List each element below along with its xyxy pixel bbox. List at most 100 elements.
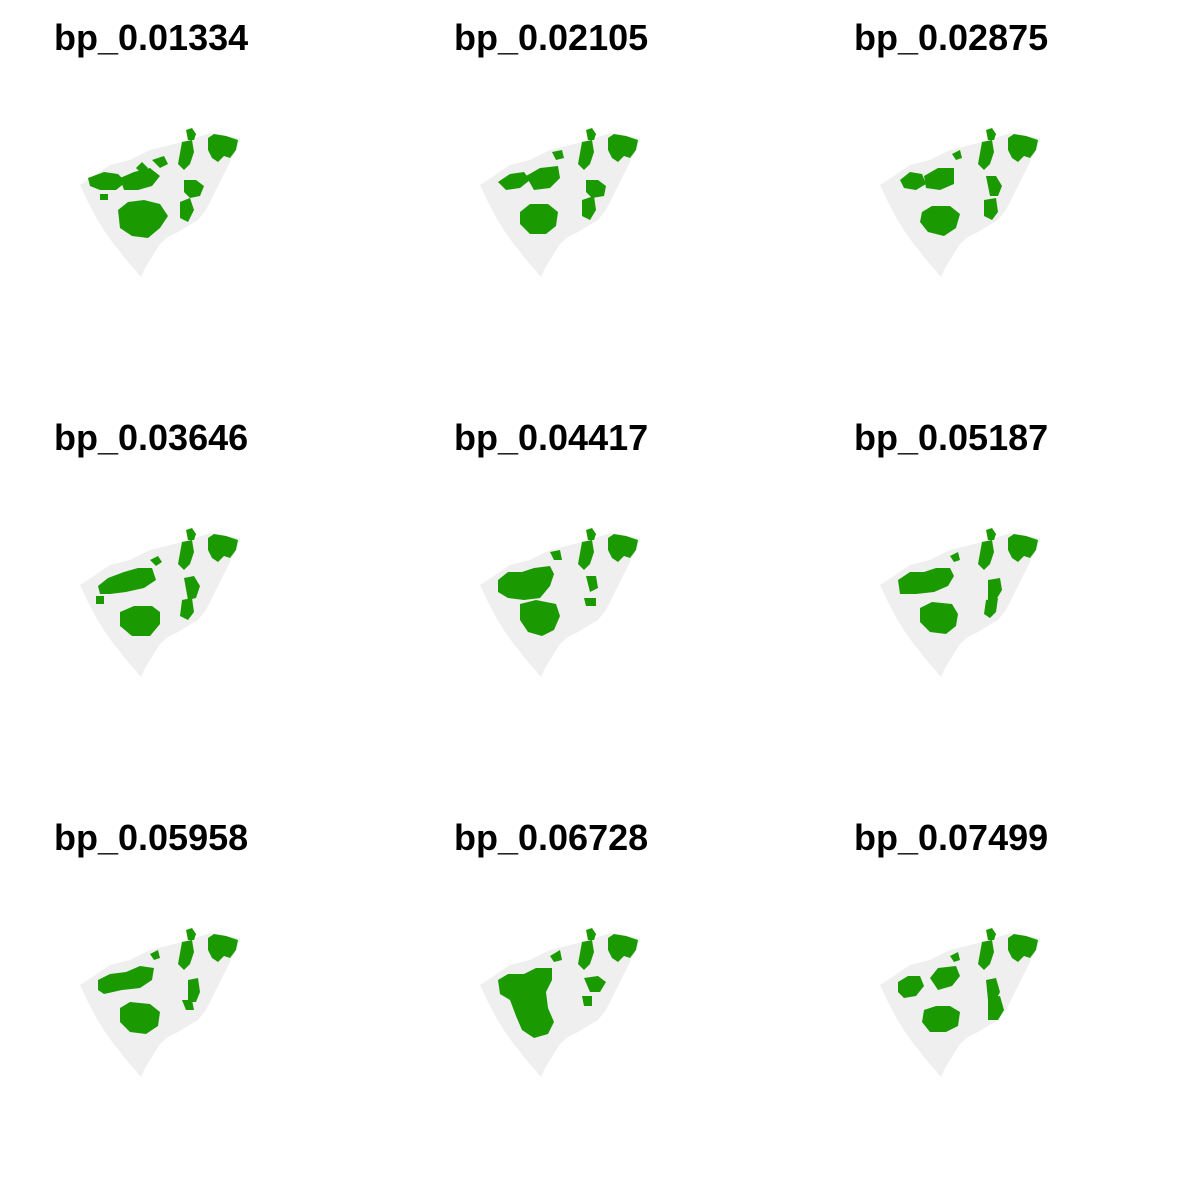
- habitat-patch: [180, 198, 194, 222]
- habitat-patch: [150, 950, 160, 960]
- habitat-patch: [178, 940, 194, 970]
- habitat-patch: [186, 928, 196, 940]
- habitat-patch: [930, 966, 960, 990]
- habitat-patch: [608, 934, 638, 962]
- panel-title: bp_0.04417: [454, 417, 649, 458]
- habitat-patch: [924, 168, 954, 190]
- habitat-patch: [136, 162, 148, 174]
- habitat-patch: [208, 534, 238, 562]
- study-region: [480, 533, 640, 677]
- map-plot: [80, 128, 240, 277]
- habitat-patches: [498, 128, 638, 234]
- map-panel: bp_0.07499: [800, 800, 1200, 1200]
- study-region: [80, 933, 240, 1077]
- habitat-patch: [100, 194, 108, 200]
- map-panel: bp_0.04417: [400, 400, 800, 800]
- habitat-patch: [988, 578, 1002, 600]
- habitat-patch: [98, 966, 154, 994]
- habitat-patch: [188, 978, 200, 1002]
- panel-title: bp_0.05958: [54, 817, 249, 858]
- map-plot: [480, 128, 640, 277]
- habitat-patch: [498, 566, 554, 600]
- panel-title: bp_0.02875: [854, 17, 1049, 58]
- habitat-patch: [586, 180, 606, 198]
- map-panel: bp_0.05958: [0, 800, 400, 1200]
- study-region: [480, 133, 640, 277]
- habitat-patch: [586, 528, 596, 540]
- habitat-patch: [988, 996, 1004, 1020]
- habitat-patch: [578, 540, 594, 570]
- panel-title: bp_0.07499: [854, 817, 1049, 858]
- map-panel: bp_0.02105: [400, 0, 800, 400]
- habitat-patches: [498, 928, 638, 1038]
- habitat-patch: [178, 140, 194, 170]
- habitat-patch: [180, 598, 194, 620]
- habitat-patch: [582, 996, 592, 1006]
- habitat-patch: [986, 928, 996, 940]
- habitat-patch: [150, 556, 162, 566]
- habitat-patch: [178, 540, 194, 570]
- map-panel: bp_0.03646: [0, 400, 400, 800]
- habitat-patch: [1008, 934, 1038, 962]
- habitat-patch: [586, 576, 598, 592]
- habitat-patch: [986, 176, 1002, 196]
- habitat-patch: [978, 940, 994, 970]
- habitat-patch: [920, 206, 960, 236]
- habitat-patch: [186, 128, 196, 140]
- habitat-patch: [984, 598, 998, 618]
- habitat-patch: [608, 134, 638, 162]
- habitat-patch: [520, 204, 558, 234]
- habitat-patch: [1008, 134, 1038, 162]
- habitat-patches: [898, 928, 1038, 1032]
- habitat-patch: [88, 172, 126, 190]
- habitat-patch: [898, 976, 924, 998]
- habitat-patch: [950, 952, 960, 962]
- habitat-patch: [550, 950, 562, 962]
- map-plot: [880, 128, 1040, 277]
- habitat-patch: [984, 198, 998, 220]
- map-plot: [80, 928, 240, 1077]
- map-plot: [80, 528, 240, 677]
- habitat-patch: [152, 156, 168, 168]
- habitat-patch: [586, 128, 596, 140]
- habitat-patch: [578, 940, 594, 970]
- study-region: [880, 533, 1040, 677]
- habitat-patch: [98, 568, 156, 594]
- habitat-patch: [584, 976, 606, 992]
- habitat-patches: [88, 128, 238, 238]
- map-plot: [480, 528, 640, 677]
- habitat-patch: [120, 606, 160, 636]
- habitat-patch: [184, 576, 200, 600]
- map-panel: bp_0.06728: [400, 800, 800, 1200]
- habitat-patch: [986, 128, 996, 140]
- habitat-patch: [526, 166, 560, 190]
- habitat-patch: [922, 1006, 960, 1032]
- study-region: [880, 933, 1040, 1077]
- habitat-patch: [552, 150, 564, 160]
- habitat-patches: [96, 528, 238, 636]
- habitat-patches: [900, 128, 1038, 236]
- habitat-patches: [98, 928, 238, 1034]
- map-plot: [880, 928, 1040, 1077]
- habitat-patch: [208, 934, 238, 962]
- habitat-patch: [582, 196, 596, 220]
- habitat-patch: [96, 596, 104, 604]
- habitat-patch: [120, 168, 160, 190]
- habitat-patch: [498, 968, 554, 1038]
- map-panel: bp_0.01334: [0, 0, 400, 400]
- habitat-patch: [520, 600, 560, 636]
- habitat-patch: [120, 1002, 160, 1034]
- map-plot: [480, 928, 640, 1077]
- map-plot: [880, 528, 1040, 677]
- habitat-patch: [978, 140, 994, 170]
- habitat-patch: [950, 552, 960, 562]
- habitat-patch: [920, 602, 958, 634]
- habitat-patches: [898, 528, 1038, 634]
- habitat-patch: [986, 978, 1000, 1000]
- habitat-patch: [900, 172, 926, 190]
- study-region: [480, 933, 640, 1077]
- panel-title: bp_0.03646: [54, 417, 249, 458]
- habitat-patch: [978, 540, 994, 570]
- habitat-patch: [952, 150, 962, 160]
